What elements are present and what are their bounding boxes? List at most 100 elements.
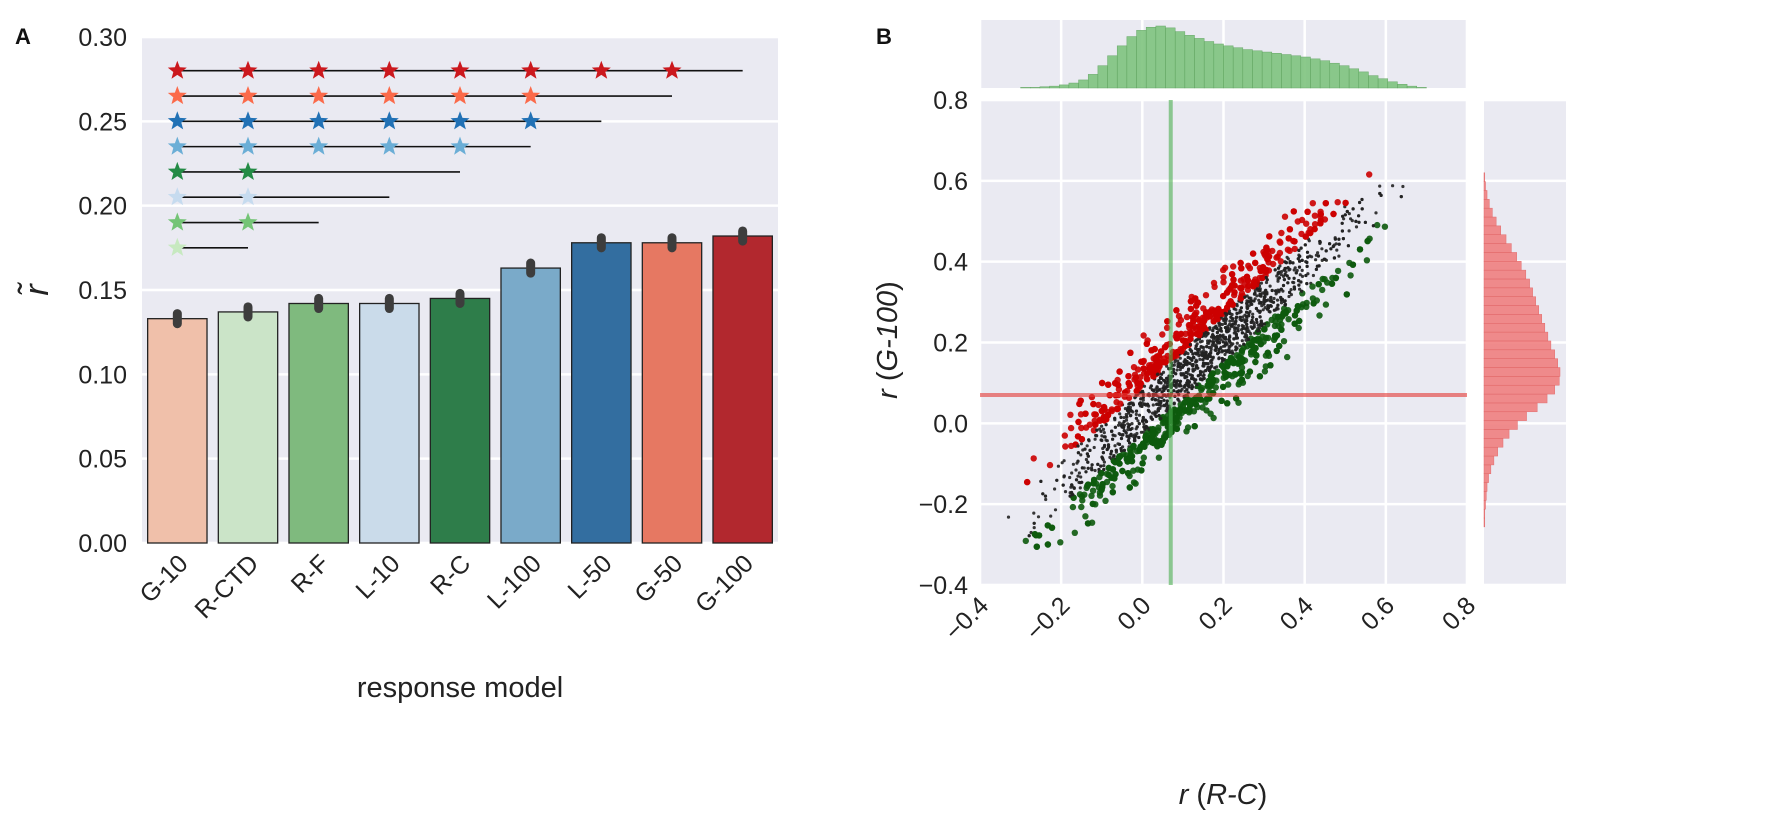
scatter-point-neutral: [1163, 379, 1167, 383]
scatter-point-neutral: [1181, 373, 1185, 377]
scatter-point-below: [1102, 497, 1109, 504]
significance-star-icon: [379, 136, 399, 155]
scatter-point-neutral: [1114, 448, 1118, 452]
significance-star-icon: [309, 136, 329, 155]
right-hist-bar: [1483, 172, 1486, 182]
scatter-point-neutral: [1092, 445, 1096, 450]
scatter-point-neutral: [1084, 470, 1088, 474]
scatter-point-neutral: [1358, 200, 1362, 205]
right-hist-bar: [1483, 216, 1497, 227]
scatter-point-above: [1137, 380, 1144, 387]
scatter-point-neutral: [1119, 449, 1124, 453]
right-hist-bar: [1483, 252, 1517, 262]
scatter-point-below: [1082, 513, 1089, 520]
scatter-point-neutral: [1289, 293, 1293, 297]
scatter-point-below: [1268, 316, 1275, 324]
scatter-point-neutral: [1201, 364, 1205, 368]
right-hist-bar: [1483, 199, 1490, 209]
scatter-point-below: [1150, 439, 1157, 447]
top-hist-bar: [1184, 35, 1195, 89]
scatter-point-neutral: [1245, 314, 1249, 318]
scatter-point-neutral: [1357, 214, 1361, 218]
scatter-point-neutral: [1136, 419, 1140, 423]
scatter-point-neutral: [1099, 464, 1103, 468]
significance-star-icon: [450, 111, 470, 130]
scatter-point-neutral: [1175, 368, 1179, 372]
scatter-point-neutral: [1250, 326, 1255, 330]
scatter-point-above: [1291, 238, 1298, 245]
scatter-point-neutral: [1195, 364, 1199, 368]
top-hist-bar: [1232, 47, 1244, 89]
scatter-point-neutral: [1185, 388, 1189, 392]
scatter-point-above: [1317, 217, 1325, 225]
scatter-point-above: [1182, 342, 1189, 350]
scatter-point-neutral: [1044, 497, 1048, 502]
scatter-point-neutral: [1374, 211, 1378, 215]
right-hist-bar: [1483, 296, 1536, 306]
x-tick-label: R-CTD: [189, 549, 264, 624]
scatter-point-neutral: [1150, 397, 1154, 401]
scatter-point-neutral: [1214, 338, 1218, 342]
scatter-point-above: [1284, 246, 1292, 253]
x-tick-label: 0.6: [1356, 591, 1400, 635]
scatter-point-neutral: [1206, 362, 1210, 366]
significance-star-icon: [521, 60, 541, 79]
scatter-point-below: [1264, 349, 1272, 356]
scatter-point-neutral: [1245, 301, 1249, 305]
scatter-point-neutral: [1113, 416, 1117, 420]
scatter-point-below: [1143, 436, 1150, 444]
scatter-point-neutral: [1218, 324, 1222, 328]
scatter-point-neutral: [1236, 329, 1240, 333]
x-tick-label: −0.2: [1021, 591, 1076, 646]
scatter-point-neutral: [1297, 248, 1301, 252]
scatter-point-below: [1256, 373, 1264, 380]
scatter-point-above: [1273, 254, 1280, 261]
scatter-point-neutral: [1122, 448, 1126, 452]
scatter-point-neutral: [1131, 403, 1135, 407]
significance-star-icon: [238, 136, 258, 155]
scatter-point-neutral: [1125, 415, 1129, 419]
scatter-point-neutral: [1088, 448, 1092, 452]
scatter-point-below: [1309, 283, 1316, 290]
scatter-point-neutral: [1198, 377, 1203, 381]
scatter-point-neutral: [1263, 306, 1267, 310]
significance-star-icon: [167, 237, 187, 256]
scatter-point-neutral: [1190, 358, 1194, 362]
scatter-point-above: [1243, 273, 1251, 280]
scatter-point-neutral: [1247, 296, 1251, 300]
scatter-point-above: [1134, 366, 1142, 373]
scatter-point-neutral: [1076, 451, 1080, 455]
top-hist-bar: [1339, 65, 1350, 89]
x-tick-label: 0.4: [1275, 591, 1319, 635]
top-hist-bar: [1039, 86, 1050, 89]
scatter-point-neutral: [1296, 257, 1300, 261]
scatter-point-neutral: [1157, 379, 1161, 383]
scatter-point-neutral: [1166, 382, 1170, 387]
scatter-point-neutral: [1177, 364, 1181, 369]
scatter-point-neutral: [1299, 246, 1303, 250]
scatter-point-neutral: [1172, 383, 1177, 388]
scatter-point-neutral: [1110, 429, 1114, 433]
scatter-point-below: [1155, 424, 1162, 431]
scatter-point-neutral: [1063, 490, 1068, 494]
scatter-point-neutral: [1220, 322, 1224, 327]
scatter-point-neutral: [1240, 318, 1244, 322]
scatter-point-neutral: [1153, 398, 1158, 402]
scatter-point-neutral: [1144, 420, 1149, 424]
scatter-point-neutral: [1126, 408, 1130, 413]
scatter-point-below: [1238, 376, 1246, 383]
scatter-point-below: [1175, 420, 1182, 427]
scatter-point-neutral: [1297, 279, 1301, 283]
significance-star-icon: [450, 136, 470, 155]
scatter-point-above: [1263, 246, 1270, 253]
y-axis-label-a: r̃: [17, 281, 56, 295]
scatter-point-neutral: [1205, 345, 1209, 349]
scatter-point-neutral: [1219, 326, 1223, 331]
scatter-point-below: [1381, 223, 1389, 230]
scatter-point-below: [1295, 324, 1302, 332]
scatter-point-neutral: [1122, 425, 1126, 430]
top-hist-bar: [1136, 30, 1147, 89]
scatter-point-above: [1105, 381, 1112, 388]
scatter-point-above: [1214, 311, 1221, 318]
